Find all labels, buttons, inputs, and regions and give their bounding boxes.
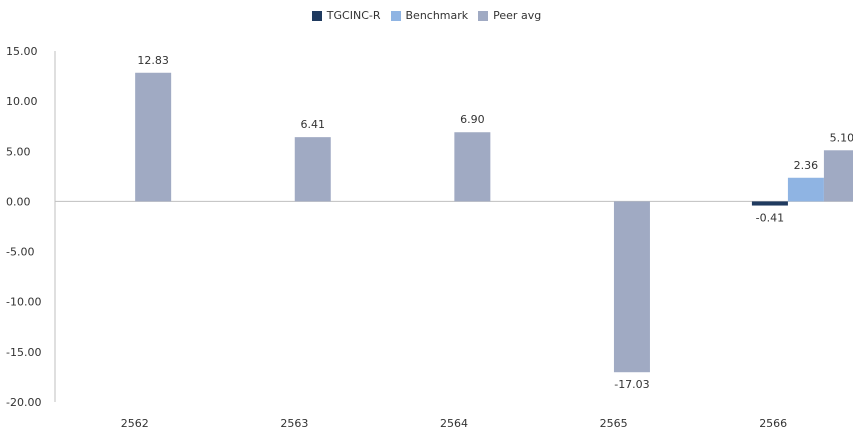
y-tick-label: -20.00 [6, 396, 41, 409]
legend-label-tgcinc: TGCINC-R [326, 9, 381, 22]
bar-peer-avg-2564 [454, 132, 491, 202]
y-tick-label: 10.00 [6, 95, 38, 108]
bar-tgcinc-r-2566 [751, 201, 788, 206]
x-tick-label: 2563 [280, 417, 308, 430]
x-tick-label: 2565 [600, 417, 628, 430]
y-tick-label: -15.00 [6, 346, 41, 359]
data-label: -0.41 [756, 212, 784, 225]
y-tick-label: -5.00 [6, 246, 34, 259]
data-label: 2.36 [794, 159, 819, 172]
legend-item-benchmark: Benchmark [390, 9, 469, 22]
x-tick-label: 2564 [440, 417, 468, 430]
data-label: 5.10 [830, 131, 853, 144]
y-tick-label: 15.00 [6, 45, 38, 58]
legend-swatch-peer-avg [478, 10, 489, 21]
legend-swatch-tgcinc [311, 10, 322, 21]
y-tick-label: 5.00 [6, 145, 31, 158]
data-label: 6.41 [301, 118, 326, 131]
x-tick-label: 2562 [121, 417, 149, 430]
legend-item-tgcinc: TGCINC-R [311, 9, 381, 22]
bar-peer-avg-2565 [613, 201, 650, 373]
data-label: -17.03 [614, 378, 649, 391]
bar-peer-avg-2562 [135, 72, 172, 202]
bar-benchmark-2566 [787, 177, 824, 202]
legend-swatch-benchmark [390, 10, 401, 21]
y-tick-label: 0.00 [6, 195, 31, 208]
legend-label-peer-avg: Peer avg [493, 9, 542, 22]
x-tick-label: 2566 [759, 417, 787, 430]
data-label: 12.83 [137, 54, 169, 67]
y-tick-label: -10.00 [6, 296, 41, 309]
bar-peer-avg-2563 [294, 137, 331, 202]
chart-legend: TGCINC-R Benchmark Peer avg [0, 9, 853, 22]
legend-item-peer-avg: Peer avg [478, 9, 541, 22]
legend-label-benchmark: Benchmark [405, 9, 469, 22]
bar-peer-avg-2566 [823, 150, 853, 202]
data-label: 6.90 [460, 113, 485, 126]
